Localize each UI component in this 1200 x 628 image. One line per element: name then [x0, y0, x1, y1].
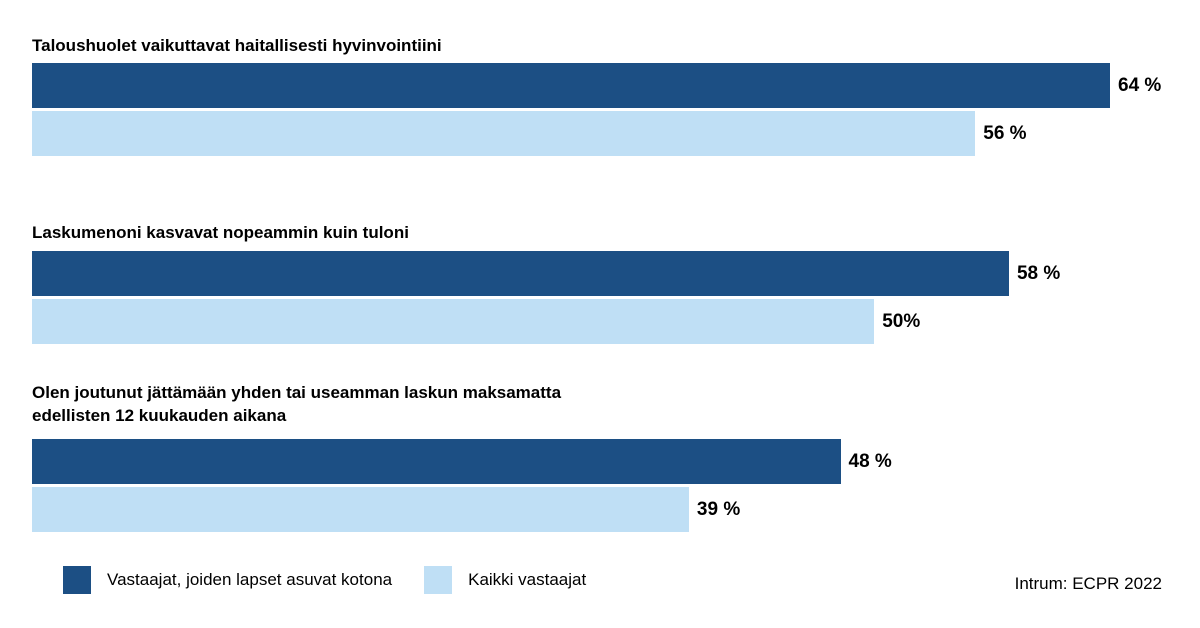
- bar: [32, 299, 875, 344]
- legend-swatch: [63, 566, 91, 594]
- value-label: 64 %: [1118, 75, 1162, 96]
- bar: [32, 63, 1110, 108]
- value-label: 58 %: [1016, 263, 1061, 284]
- value-label: 48 %: [848, 451, 892, 472]
- category-label: Laskumenoni kasvavat nopeammin kuin tulo…: [32, 223, 409, 242]
- legend-item: Kaikki vastaajat: [424, 566, 586, 594]
- value-label: 50%: [882, 311, 921, 332]
- legend: Vastaajat, joiden lapset asuvat kotona K…: [63, 566, 618, 594]
- bar: [32, 439, 841, 484]
- value-label: 56 %: [983, 123, 1027, 144]
- legend-item: Vastaajat, joiden lapset asuvat kotona: [63, 566, 392, 594]
- value-label: 39 %: [696, 499, 741, 520]
- bar: [32, 111, 976, 156]
- source-note: Intrum: ECPR 2022: [1014, 574, 1162, 593]
- category-label: Olen joutunut jättämään yhden tai useamm…: [32, 383, 562, 425]
- legend-label: Vastaajat, joiden lapset asuvat kotona: [107, 570, 393, 589]
- bar: [32, 487, 689, 532]
- legend-label: Kaikki vastaajat: [468, 570, 587, 589]
- category-label: Taloushuolet vaikuttavat haitallisesti h…: [32, 36, 442, 55]
- legend-swatch: [424, 566, 453, 594]
- bar: [32, 251, 1009, 296]
